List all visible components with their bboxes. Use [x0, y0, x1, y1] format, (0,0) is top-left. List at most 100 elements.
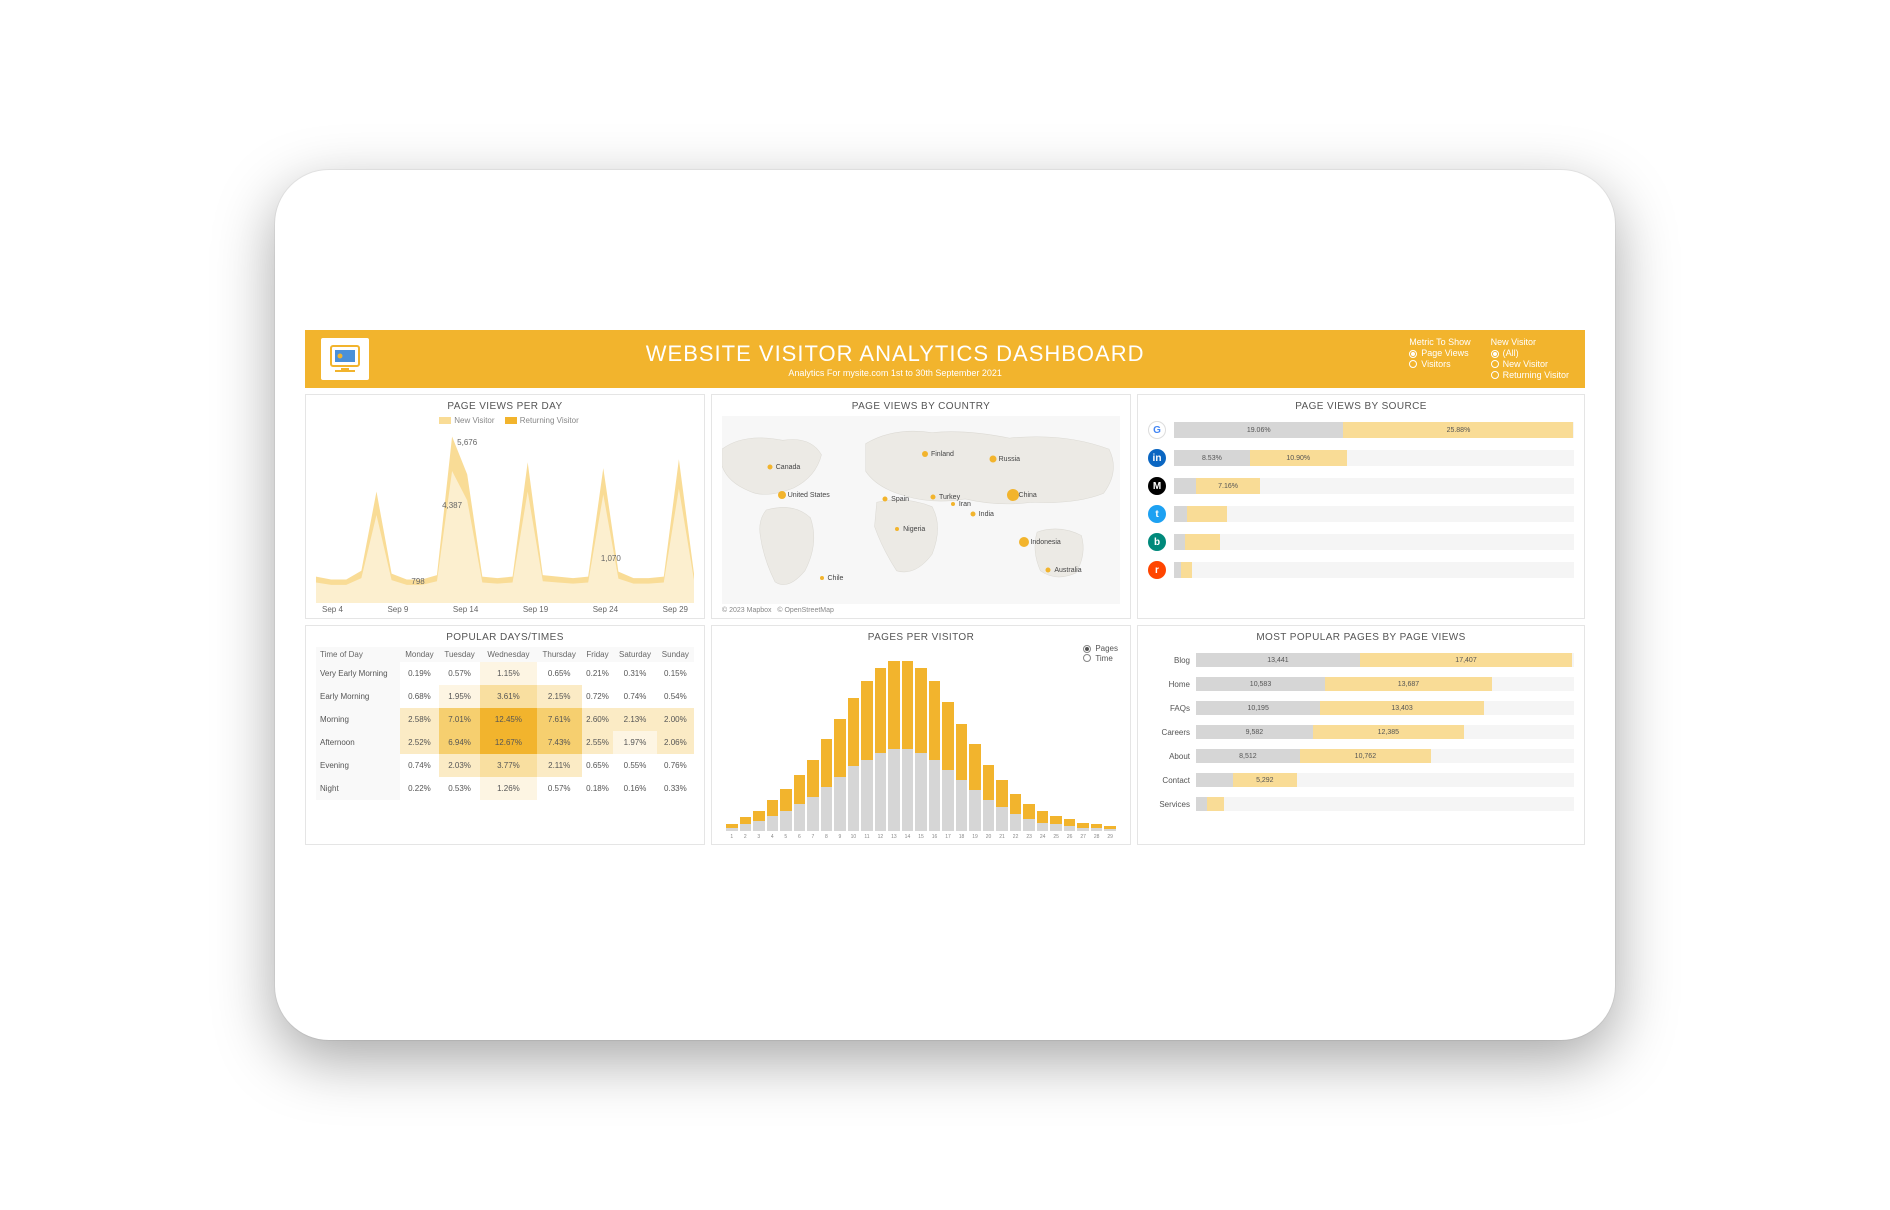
map-dot-iran[interactable]	[951, 502, 955, 506]
x-tick-label: 11	[861, 834, 873, 840]
pages-list: Blog13,44117,407Home10,58313,687FAQs10,1…	[1148, 651, 1574, 813]
map-dot-nigeria[interactable]	[895, 527, 899, 531]
x-tick-label: Sep 24	[593, 605, 618, 614]
map-dot-russia[interactable]	[989, 456, 996, 463]
page-seg-yellow: 5,292	[1233, 773, 1298, 787]
page-row-home: Home 10,58313,687	[1148, 675, 1574, 693]
world-map[interactable]: CanadaUnited StatesChileNigeriaSpainFinl…	[722, 416, 1120, 604]
x-tick-label: 26	[1064, 834, 1076, 840]
histogram-bar	[861, 681, 873, 831]
source-row-google: G19.06%25.88%	[1148, 416, 1574, 444]
page-label: About	[1148, 752, 1190, 761]
page-row-about: About8,51210,762	[1148, 747, 1574, 765]
radio-icon[interactable]	[1491, 371, 1499, 379]
page-seg-yellow: 13,403	[1320, 701, 1483, 715]
linkedin-icon: in	[1148, 449, 1166, 467]
x-tick-label: 12	[875, 834, 887, 840]
heatmap-col-header: Sunday	[657, 647, 694, 662]
x-tick-label: 17	[942, 834, 954, 840]
source-row-reddit: r	[1148, 556, 1574, 584]
heatmap-cell: 0.19%	[400, 662, 439, 685]
page-label: Home	[1148, 680, 1190, 689]
heatmap-cell: 0.65%	[537, 662, 582, 685]
x-tick-label: 22	[1010, 834, 1022, 840]
radio-icon[interactable]	[1409, 360, 1417, 368]
map-dot-united-states[interactable]	[778, 491, 786, 499]
source-seg-yellow	[1181, 562, 1192, 578]
source-seg-yellow	[1185, 534, 1221, 550]
visitor-radio-option[interactable]: New Visitor	[1491, 359, 1569, 370]
x-tick-label: Sep 19	[523, 605, 548, 614]
visitor-radio-option[interactable]: (All)	[1491, 348, 1569, 359]
logo	[321, 338, 369, 380]
map-dot-spain[interactable]	[883, 496, 888, 501]
panel-popular-pages: MOST POPULAR PAGES BY PAGE VIEWS Blog13,…	[1137, 625, 1585, 845]
x-tick-label: Sep 9	[387, 605, 408, 614]
map-label: Spain	[891, 496, 909, 503]
histogram-bar	[983, 765, 995, 831]
radio-icon[interactable]	[1491, 360, 1499, 368]
page-seg-grey: 10,583	[1196, 677, 1325, 691]
reddit-icon: r	[1148, 561, 1166, 579]
heatmap-cell: 1.95%	[439, 685, 480, 708]
metric-radio-option[interactable]: Visitors	[1409, 359, 1470, 370]
histogram-bar	[888, 661, 900, 831]
map-dot-australia[interactable]	[1046, 568, 1051, 573]
histogram-bar	[969, 744, 981, 831]
histogram-bar	[956, 724, 968, 831]
radio-icon[interactable]	[1409, 350, 1417, 358]
heatmap-cell: 0.54%	[657, 685, 694, 708]
page-seg-yellow: 13,687	[1325, 677, 1492, 691]
heatmap-cell: 0.68%	[400, 685, 439, 708]
area-legend: New Visitor Returning Visitor	[316, 416, 694, 425]
heatmap-cell: 7.43%	[537, 731, 582, 754]
metric-radio-option[interactable]: Page Views	[1409, 348, 1470, 359]
map-label: Russia	[999, 456, 1020, 463]
histogram-bar	[726, 824, 738, 831]
logo-icon	[325, 342, 365, 376]
histogram-bar	[834, 719, 846, 831]
map-dot-indonesia[interactable]	[1019, 537, 1029, 547]
map-label: Nigeria	[903, 526, 925, 533]
page-bar: 5,292	[1196, 773, 1574, 787]
x-tick-label: Sep 4	[322, 605, 343, 614]
radio-icon[interactable]	[1491, 350, 1499, 358]
map-dot-canada[interactable]	[767, 464, 772, 469]
map-label: Canada	[776, 464, 801, 471]
page-row-services: Services	[1148, 795, 1574, 813]
heatmap-cell: 7.61%	[537, 708, 582, 731]
heatmap-cell: 1.26%	[480, 777, 536, 800]
heatmap-cell: 1.15%	[480, 662, 536, 685]
map-dot-finland[interactable]	[922, 451, 928, 457]
medium-icon: M	[1148, 477, 1166, 495]
heatmap-cell: 2.55%	[582, 731, 614, 754]
visitor-radio-option[interactable]: Returning Visitor	[1491, 370, 1569, 381]
map-dot-chile[interactable]	[820, 576, 824, 580]
dashboard-grid: PAGE VIEWS PER DAY New Visitor Returning…	[305, 394, 1585, 845]
map-dot-china[interactable]	[1007, 489, 1019, 501]
map-attribution: © 2023 Mapbox © OpenStreetMap	[722, 607, 1120, 614]
heatmap-cell: 0.57%	[537, 777, 582, 800]
page-bar: 10,19513,403	[1196, 701, 1574, 715]
source-row-twitter: t	[1148, 500, 1574, 528]
visitor-label: New Visitor	[1491, 337, 1569, 347]
x-tick-label: 19	[969, 834, 981, 840]
radio-label: New Visitor	[1503, 359, 1548, 370]
histogram-bar	[1010, 794, 1022, 831]
twitter-icon: t	[1148, 505, 1166, 523]
map-label: Finland	[931, 451, 954, 458]
heatmap-cell: 0.16%	[613, 777, 656, 800]
heatmap-row-header: Morning	[316, 708, 400, 731]
bing-icon: b	[1148, 533, 1166, 551]
page-label: Blog	[1148, 656, 1190, 665]
map-dot-turkey[interactable]	[930, 494, 935, 499]
x-tick-label: 27	[1077, 834, 1089, 840]
histogram-bar	[1091, 824, 1103, 831]
page-label: Contact	[1148, 776, 1190, 785]
heatmap-cell: 2.58%	[400, 708, 439, 731]
map-dot-india[interactable]	[970, 511, 975, 516]
sources-list: G19.06%25.88%in8.53%10.90%M7.16%tbr	[1148, 416, 1574, 584]
panel-pages-per-visitor: PAGES PER VISITOR PagesTime 123456789101…	[711, 625, 1131, 845]
histogram-bar	[740, 817, 752, 831]
source-bar: 7.16%	[1174, 478, 1574, 494]
